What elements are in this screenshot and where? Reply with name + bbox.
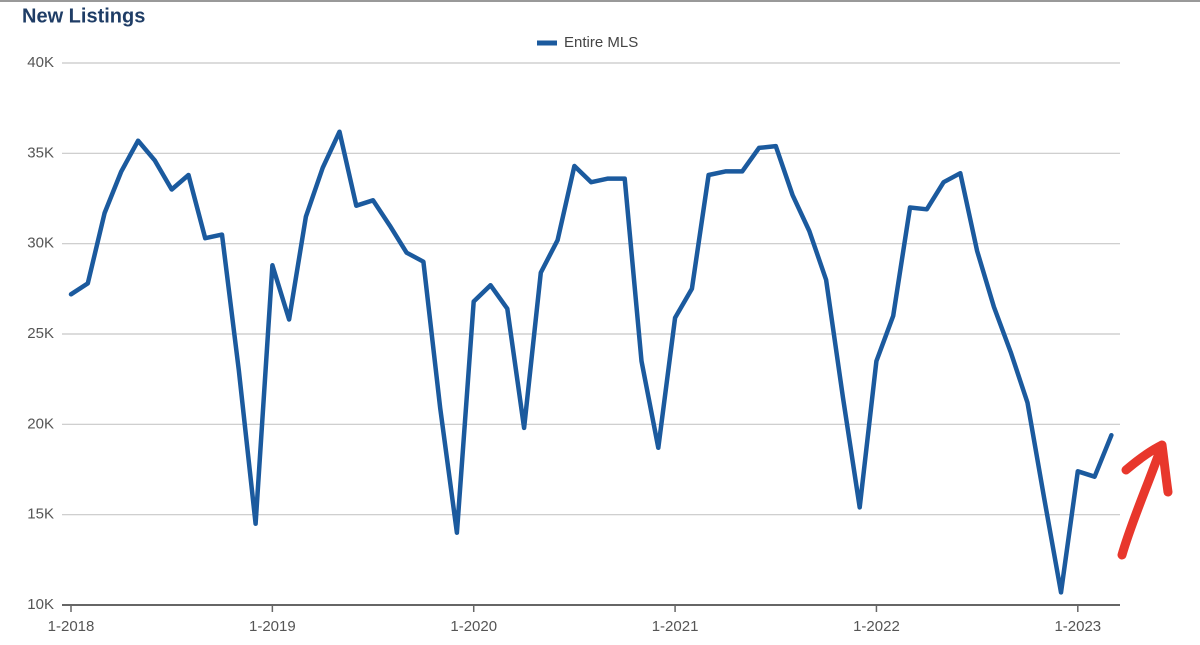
- x-tick-label: 1-2020: [450, 618, 497, 635]
- legend: Entire MLS: [537, 34, 638, 51]
- x-tick-label: 1-2023: [1054, 618, 1101, 635]
- y-tick-label: 10K: [27, 596, 54, 613]
- y-tick-label: 20K: [27, 415, 54, 432]
- y-tick-label: 30K: [27, 235, 54, 252]
- chart-title: New Listings: [22, 5, 145, 27]
- x-tick-label: 1-2021: [652, 618, 699, 635]
- red-arrow: [1117, 440, 1173, 560]
- series-line: [68, 129, 1114, 595]
- x-tick-label: 1-2022: [853, 618, 900, 635]
- x-tick-label: 1-2018: [48, 618, 95, 635]
- legend-label: Entire MLS: [564, 34, 638, 51]
- y-tick-label: 35K: [27, 144, 54, 161]
- y-tick-label: 40K: [27, 54, 54, 71]
- x-tick-label: 1-2019: [249, 618, 296, 635]
- y-tick-label: 15K: [27, 506, 54, 523]
- y-tick-label: 25K: [27, 325, 54, 342]
